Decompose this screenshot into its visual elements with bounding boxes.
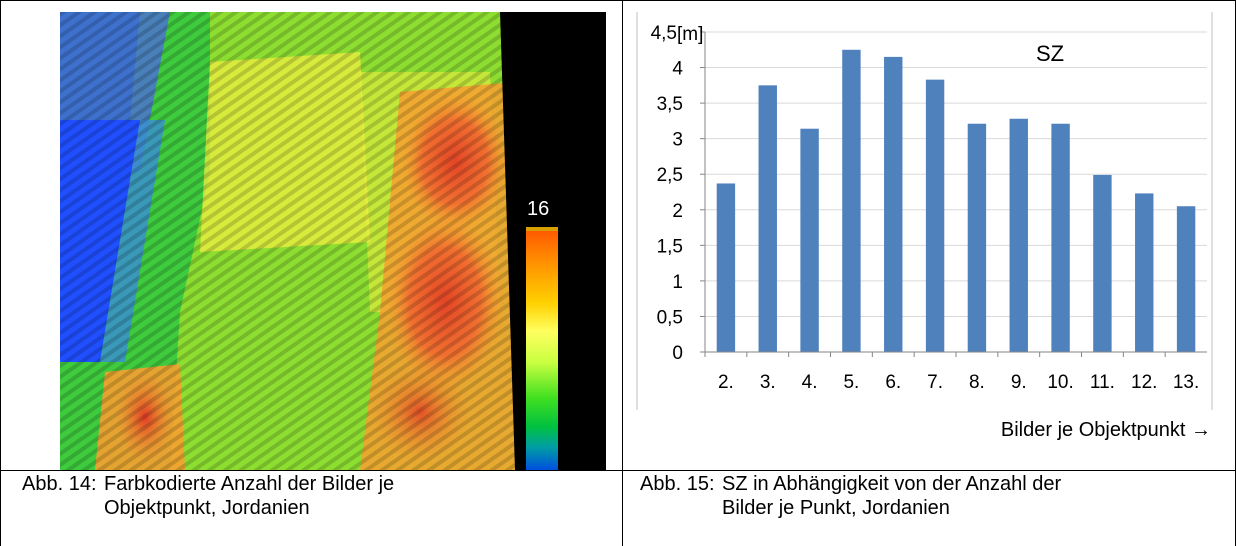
y-tick-label: 3 bbox=[672, 130, 683, 151]
y-tick-label: 1,5 bbox=[657, 236, 683, 257]
bar bbox=[758, 85, 777, 352]
figure-14-number: Abb. 14: bbox=[22, 473, 97, 495]
frame-left bbox=[0, 0, 1, 546]
x-axis-label: Bilder je Objektpunkt → bbox=[1001, 419, 1211, 441]
bar bbox=[925, 79, 945, 353]
y-axis-unit-label: [m] bbox=[677, 24, 703, 45]
bar bbox=[1093, 174, 1112, 352]
figure-14-caption: Abb. 14: Farbkodierte Anzahl der Bilder j… bbox=[22, 472, 612, 520]
x-tick-label: 5. bbox=[843, 372, 859, 393]
bar bbox=[1051, 123, 1070, 352]
x-tick-label: 7. bbox=[927, 372, 943, 393]
bar bbox=[1135, 193, 1154, 352]
figure-15-caption-line1: SZ in Abhängigkeit von der Anzahl der bbox=[722, 473, 1062, 495]
figure-14-caption-line1: Farbkodierte Anzahl der Bilder je bbox=[104, 473, 395, 495]
x-tick-label: 9. bbox=[1011, 372, 1027, 393]
y-tick-label: 0 bbox=[672, 343, 683, 364]
x-tick-label: 13. bbox=[1173, 372, 1199, 393]
bar bbox=[716, 183, 736, 352]
frame-middle bbox=[0, 470, 1236, 471]
x-tick-label: 11. bbox=[1090, 372, 1115, 393]
y-tick-label: 4 bbox=[672, 59, 683, 80]
x-tick-label: 4. bbox=[802, 372, 818, 393]
frame-top bbox=[0, 0, 1236, 1]
x-tick-label: 6. bbox=[885, 372, 901, 393]
chart-title: SZ bbox=[1036, 41, 1064, 66]
bar bbox=[800, 128, 819, 352]
color-coded-image: 16 bbox=[60, 12, 606, 470]
figure-15-number: Abb. 15: bbox=[640, 473, 715, 495]
gridlines bbox=[705, 31, 1207, 317]
y-tick-label: 2 bbox=[672, 201, 683, 222]
bar bbox=[1009, 118, 1028, 352]
y-tick-label: 1 bbox=[672, 272, 683, 293]
x-tick-label: 2. bbox=[718, 372, 734, 393]
sz-bar-chart: 0 0,5 1 1,5 2 2,5 3 3,5 4 4,5 2. 3. 4. 5. 6. 7. 8. 9. 10.… bbox=[636, 12, 1213, 441]
frame-divider bbox=[622, 0, 623, 546]
y-tick-label: 4,5 bbox=[651, 23, 677, 44]
y-tick-label: 3,5 bbox=[657, 94, 683, 115]
y-tick-label: 2,5 bbox=[657, 165, 683, 186]
colorbar bbox=[526, 231, 558, 470]
x-tick-label: 10. bbox=[1047, 372, 1073, 393]
object-point-map bbox=[60, 12, 606, 470]
figure-15-caption: Abb. 15: SZ in Abhängigkeit von der Anzah… bbox=[640, 472, 1230, 520]
colorbar-max-label: 16 bbox=[527, 198, 550, 220]
bar bbox=[884, 56, 903, 353]
figure-15-caption-line2: Bilder je Punkt, Jordanien bbox=[722, 497, 950, 519]
colorbar-top-cap bbox=[526, 227, 558, 231]
x-tick-label: 12. bbox=[1131, 372, 1157, 393]
x-tick-label: 3. bbox=[760, 372, 776, 393]
bars bbox=[716, 49, 1196, 353]
y-tick-labels: 0 0,5 1 1,5 2 2,5 3 3,5 4 4,5 bbox=[651, 23, 705, 364]
figure-14-caption-line2: Objektpunkt, Jordanien bbox=[104, 497, 310, 519]
x-tick-labels: 2. 3. 4. 5. 6. 7. 8. 9. 10. 11. 12. 13. bbox=[704, 352, 1199, 393]
bar bbox=[967, 123, 987, 352]
bar bbox=[1176, 206, 1196, 352]
x-tick-label: 8. bbox=[969, 372, 985, 393]
y-tick-label: 0,5 bbox=[657, 307, 683, 328]
bar bbox=[842, 49, 861, 353]
